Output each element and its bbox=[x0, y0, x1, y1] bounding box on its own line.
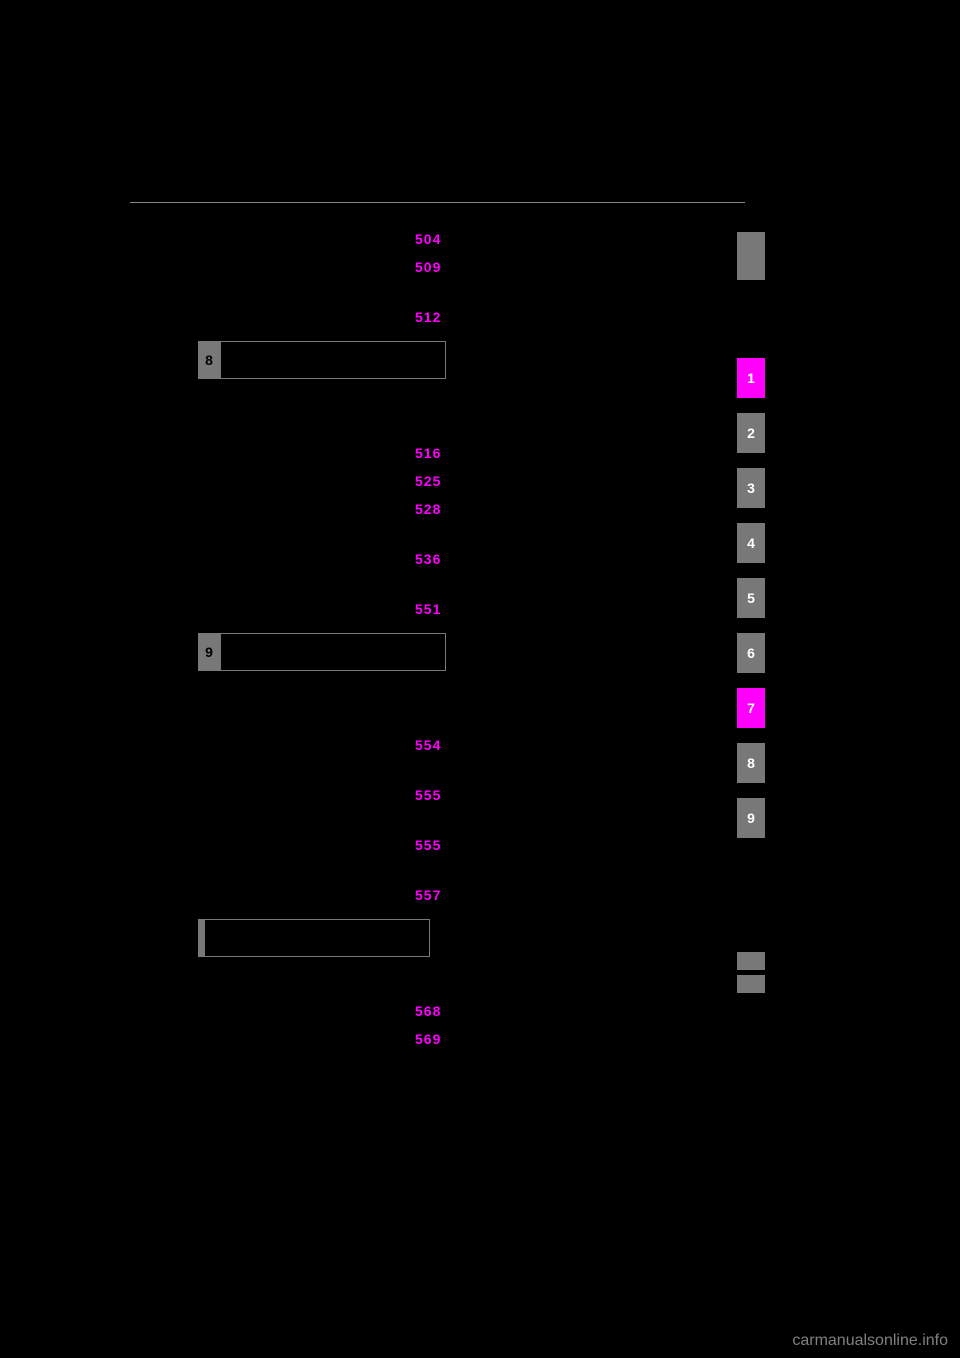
section-header-8: 8 bbox=[130, 341, 830, 379]
toc-entry: 525 bbox=[130, 467, 830, 495]
section-title-box bbox=[204, 919, 430, 957]
page-number[interactable]: 555 bbox=[415, 837, 441, 853]
page-number[interactable]: 555 bbox=[415, 787, 441, 803]
page-number[interactable]: 512 bbox=[415, 309, 441, 325]
page-number[interactable]: 557 bbox=[415, 887, 441, 903]
watermark-text: carmanualsonline.info bbox=[780, 1324, 960, 1358]
toc-entry: 555 bbox=[130, 781, 830, 809]
toc-entry: 536 bbox=[130, 545, 830, 573]
page-number[interactable]: 554 bbox=[415, 737, 441, 753]
page-number[interactable]: 569 bbox=[415, 1031, 441, 1047]
section-header-9: 9 bbox=[130, 633, 830, 671]
page-number[interactable]: 551 bbox=[415, 601, 441, 617]
section-title-box bbox=[220, 633, 446, 671]
section-title-box bbox=[220, 341, 446, 379]
toc-content: 504 509 512 8 516 525 528 536 551 9 554 … bbox=[130, 202, 830, 1053]
toc-entry: 555 bbox=[130, 831, 830, 859]
toc-entry: 504 bbox=[130, 225, 830, 253]
toc-entry: 569 bbox=[130, 1025, 830, 1053]
toc-entry: 528 bbox=[130, 495, 830, 523]
toc-entry: 557 bbox=[130, 881, 830, 909]
page-number[interactable]: 525 bbox=[415, 473, 441, 489]
page-number[interactable]: 516 bbox=[415, 445, 441, 461]
toc-entry: 516 bbox=[130, 439, 830, 467]
page-number[interactable]: 504 bbox=[415, 231, 441, 247]
section-number-box: 8 bbox=[198, 341, 220, 379]
toc-entry: 568 bbox=[130, 997, 830, 1025]
section-number-box: 9 bbox=[198, 633, 220, 671]
page-number[interactable]: 528 bbox=[415, 501, 441, 517]
page-number[interactable]: 568 bbox=[415, 1003, 441, 1019]
page-number[interactable]: 536 bbox=[415, 551, 441, 567]
section-header-index bbox=[130, 919, 830, 957]
page-number[interactable]: 509 bbox=[415, 259, 441, 275]
toc-entry: 551 bbox=[130, 595, 830, 623]
toc-entry: 512 bbox=[130, 303, 830, 331]
toc-entry: 554 bbox=[130, 731, 830, 759]
toc-entry: 509 bbox=[130, 253, 830, 281]
